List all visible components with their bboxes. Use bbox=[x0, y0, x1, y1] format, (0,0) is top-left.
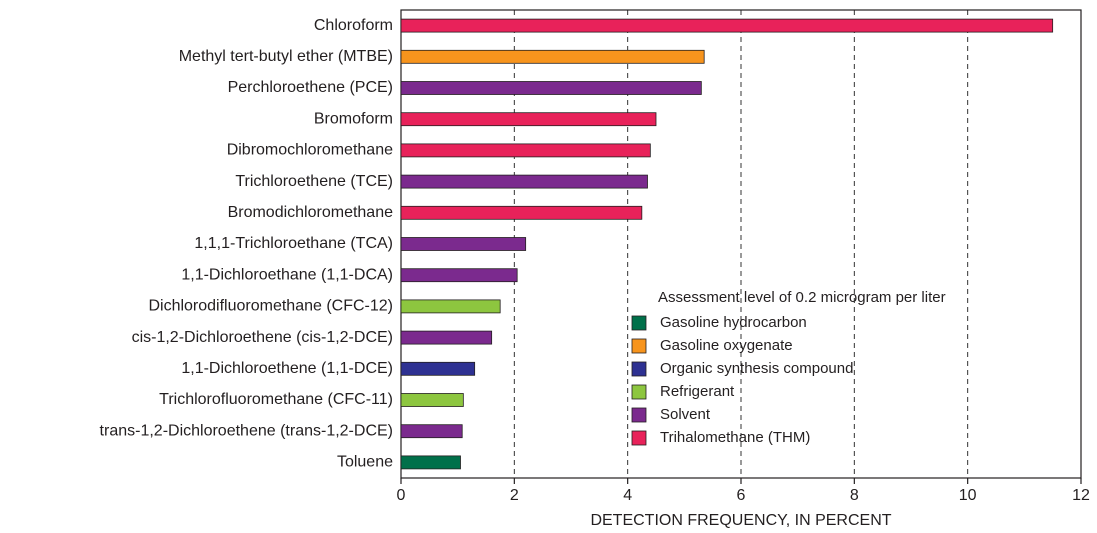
x-tick-label: 2 bbox=[510, 487, 519, 504]
y-tick-label: cis-1,2-Dichloroethene (cis-1,2-DCE) bbox=[132, 329, 393, 346]
legend-label: Solvent bbox=[660, 406, 711, 423]
y-tick-label: Trichloroethene (TCE) bbox=[235, 173, 393, 190]
bar bbox=[400, 455, 461, 470]
legend-swatch bbox=[631, 315, 647, 331]
y-tick-label: Bromoform bbox=[314, 110, 393, 127]
x-tick-label: 4 bbox=[623, 487, 632, 504]
x-tick-label: 10 bbox=[959, 487, 977, 504]
bar bbox=[400, 361, 476, 376]
bar bbox=[400, 424, 463, 439]
bar bbox=[400, 393, 464, 407]
legend-swatch bbox=[631, 407, 647, 423]
x-tick-label: 0 bbox=[397, 487, 406, 504]
bar bbox=[400, 81, 702, 95]
bar bbox=[400, 49, 705, 64]
bar bbox=[400, 299, 501, 314]
y-tick-label: Trichlorofluoromethane (CFC-11) bbox=[159, 391, 393, 408]
bar bbox=[400, 18, 1054, 33]
legend-swatch bbox=[631, 384, 647, 400]
y-tick-label: Perchloroethene (PCE) bbox=[228, 79, 393, 96]
x-tick-label: 8 bbox=[850, 487, 859, 504]
y-tick-label: trans-1,2-Dichloroethene (trans-1,2-DCE) bbox=[100, 422, 393, 439]
legend-label: Gasoline oxygenate bbox=[660, 337, 793, 354]
y-tick-label: Methyl tert-butyl ether (MTBE) bbox=[179, 48, 393, 65]
y-tick-label: Bromodichloromethane bbox=[228, 204, 394, 221]
x-tick-label: 12 bbox=[1072, 487, 1090, 504]
legend-label: Gasoline hydrocarbon bbox=[660, 314, 807, 331]
legend-label: Organic synthesis compound bbox=[660, 360, 853, 377]
legend-label: Refrigerant bbox=[660, 383, 735, 400]
legend-title: Assessment level of 0.2 microgram per li… bbox=[658, 289, 946, 306]
y-tick-label: Dibromochloromethane bbox=[227, 142, 393, 159]
y-tick-label: 1,1-Dichloroethene (1,1-DCE) bbox=[181, 360, 393, 377]
bar bbox=[400, 330, 493, 345]
y-tick-label: Chloroform bbox=[314, 17, 393, 34]
bar bbox=[400, 174, 648, 189]
y-tick-label: 1,1,1-Trichloroethane (TCA) bbox=[194, 235, 393, 252]
bar bbox=[400, 268, 518, 283]
y-tick-label: Toluene bbox=[337, 454, 393, 471]
legend-swatch bbox=[631, 338, 647, 354]
bar bbox=[400, 112, 657, 127]
x-tick-label: 6 bbox=[737, 487, 746, 504]
legend-swatch bbox=[631, 430, 647, 446]
bar bbox=[400, 237, 527, 251]
legend-label: Trihalomethane (THM) bbox=[660, 429, 810, 446]
y-tick-label: Dichlorodifluoromethane (CFC-12) bbox=[148, 298, 393, 315]
bar bbox=[400, 143, 651, 158]
legend-swatch bbox=[631, 361, 647, 377]
bar bbox=[400, 205, 643, 220]
y-tick-label: 1,1-Dichloroethane (1,1-DCA) bbox=[181, 266, 393, 283]
x-axis-label: DETECTION FREQUENCY, IN PERCENT bbox=[590, 512, 891, 529]
